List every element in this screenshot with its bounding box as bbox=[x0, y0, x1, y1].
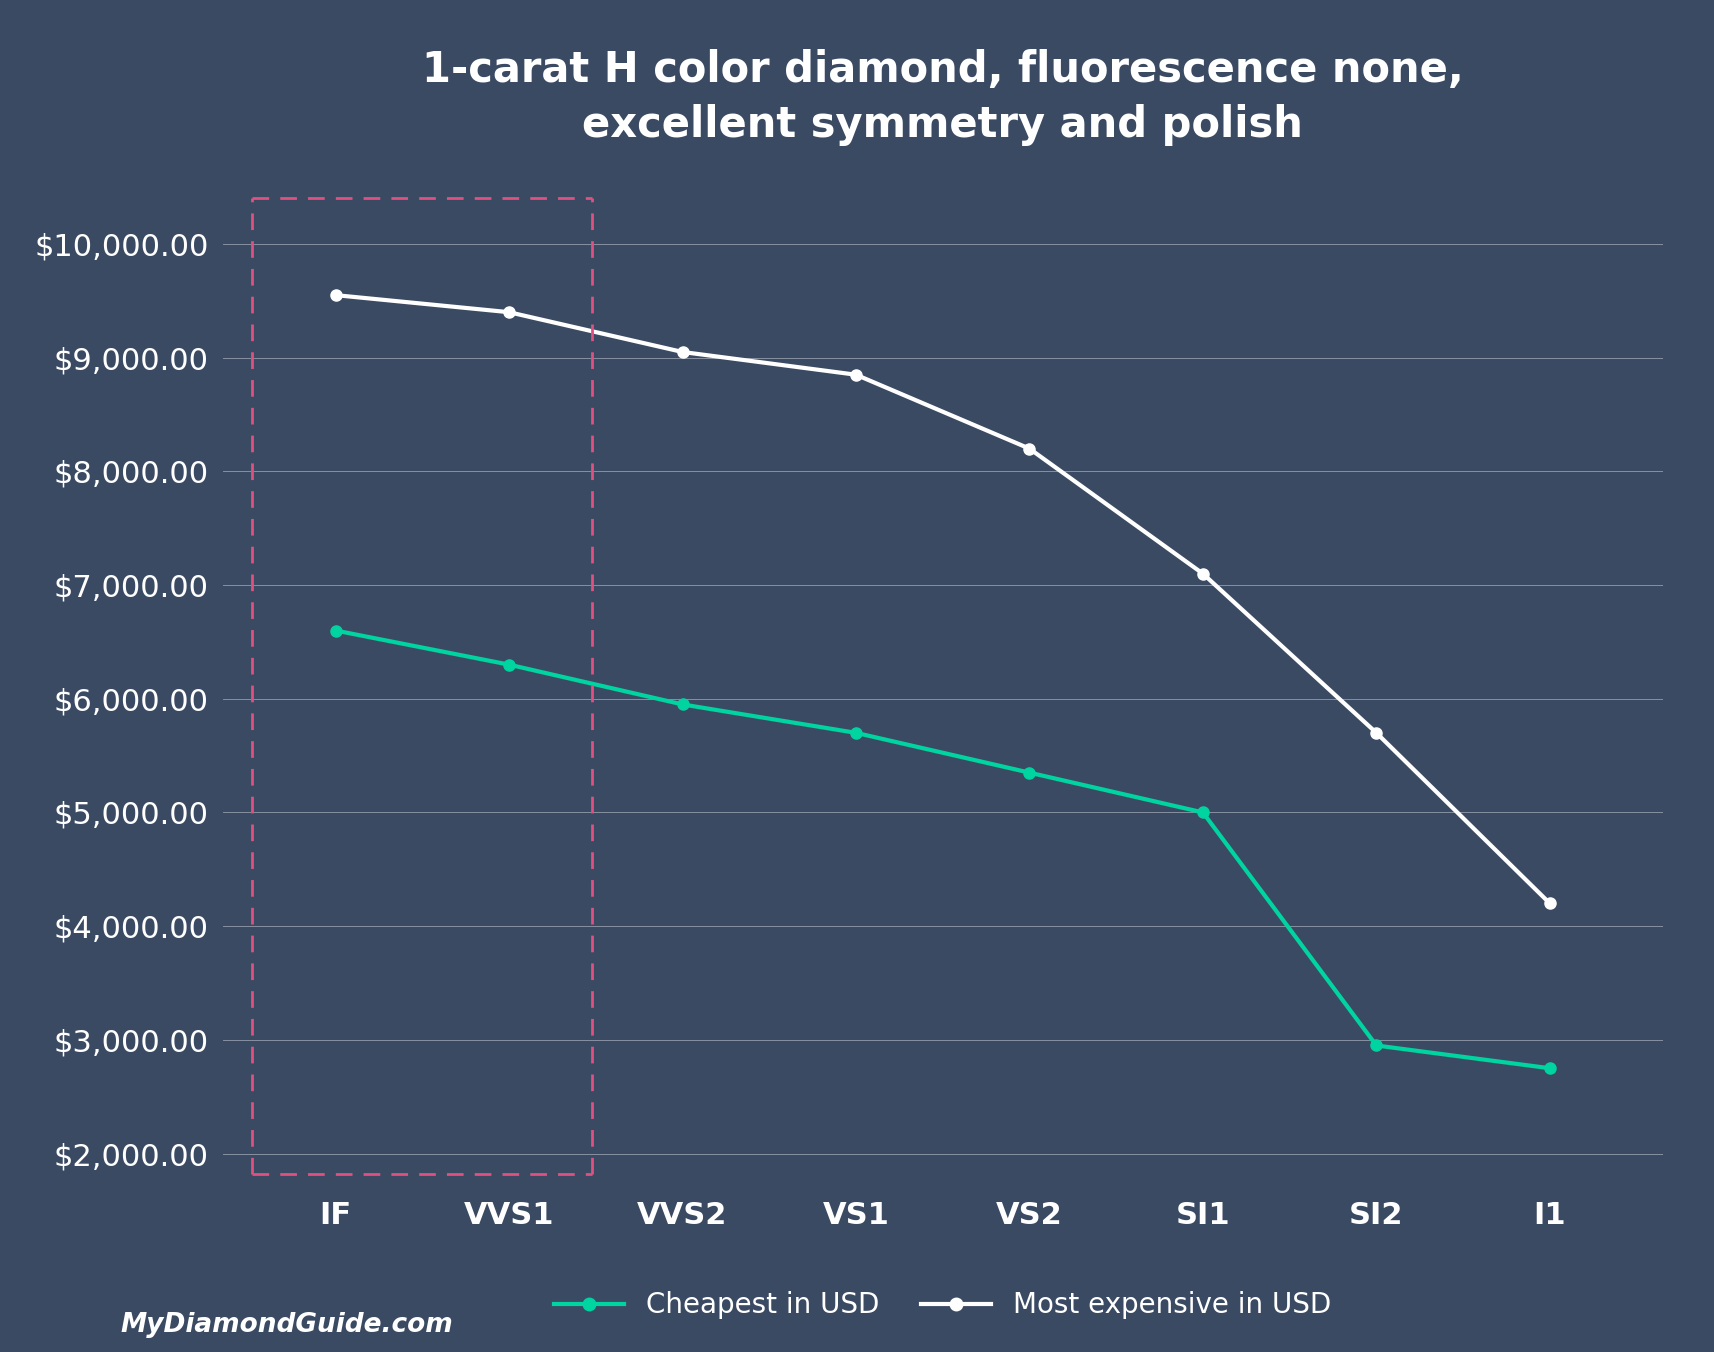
Legend: Cheapest in USD, Most expensive in USD: Cheapest in USD, Most expensive in USD bbox=[543, 1280, 1342, 1330]
Title: 1-carat H color diamond, fluorescence none,
excellent symmetry and polish: 1-carat H color diamond, fluorescence no… bbox=[422, 49, 1464, 146]
Text: MyDiamondGuide.com: MyDiamondGuide.com bbox=[120, 1311, 452, 1337]
